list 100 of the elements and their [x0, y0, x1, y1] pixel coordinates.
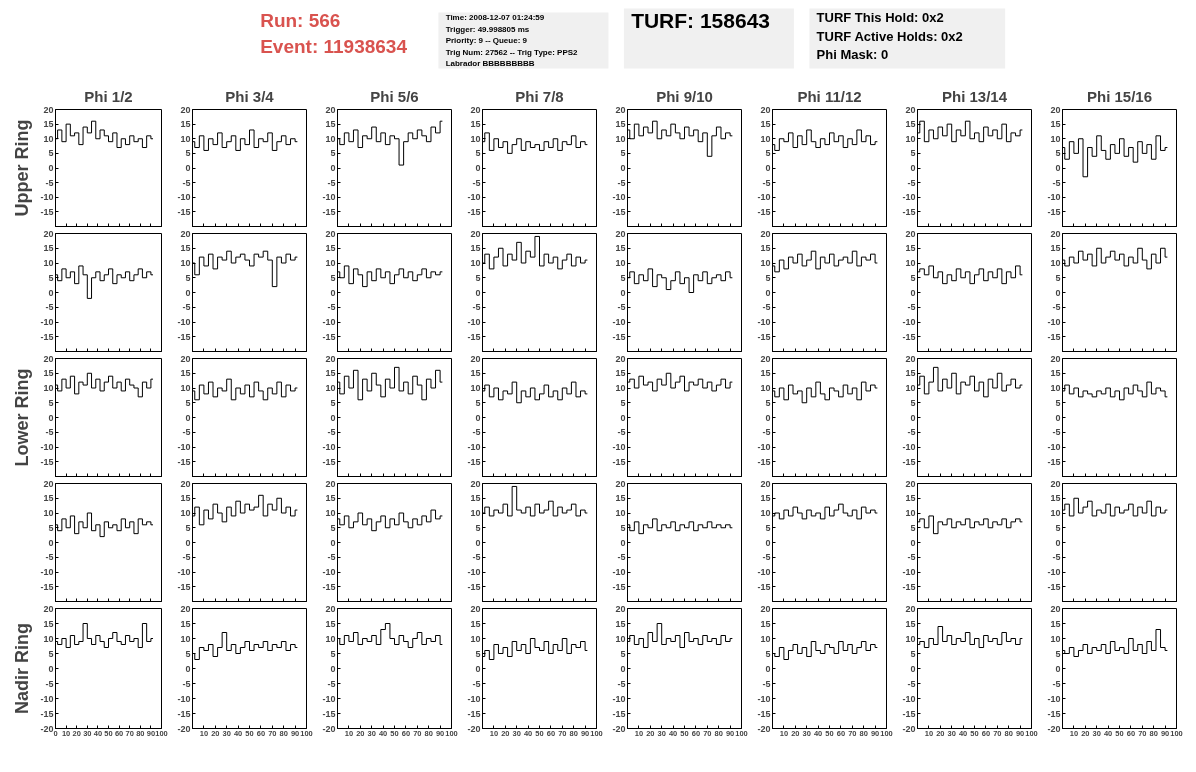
- y-tick-label: 5: [185, 148, 191, 159]
- y-tick-label: 10: [325, 258, 336, 268]
- y-tick-label: 5: [48, 148, 54, 159]
- y-tick-label: 15: [470, 618, 481, 629]
- y-tick-label: -10: [757, 192, 771, 203]
- y-tick-label: 10: [470, 133, 481, 144]
- y-tick-label: 10: [325, 383, 336, 393]
- y-tick-label: -15: [757, 581, 771, 592]
- y-tick-label: -5: [617, 427, 626, 438]
- y-tick-label: 10: [180, 508, 191, 518]
- y-tick-label: 0: [185, 537, 191, 548]
- y-tick-label: -5: [472, 427, 481, 438]
- y-tick-label: 5: [185, 397, 191, 408]
- y-tick-label: 15: [615, 493, 626, 504]
- y-tick-label: -10: [40, 192, 54, 203]
- y-tick-label: 0: [330, 163, 336, 173]
- y-tick-label: -5: [45, 177, 54, 188]
- y-tick-label: -5: [472, 302, 481, 313]
- y-tick-label: 10: [470, 508, 481, 518]
- y-tick-label: 5: [330, 522, 336, 533]
- y-tick-label: 5: [1055, 648, 1061, 659]
- text: Event: 11938634: [260, 36, 408, 57]
- y-tick-label: 10: [470, 258, 481, 268]
- y-tick-label: 15: [760, 493, 771, 504]
- chart-title: Phi 9/10: [656, 87, 713, 105]
- y-tick-label: 15: [760, 368, 771, 379]
- y-tick-label: 15: [470, 119, 481, 130]
- y-tick-label: 10: [760, 508, 771, 518]
- y-tick-label: -15: [322, 581, 336, 592]
- y-tick-label: 5: [48, 522, 54, 533]
- y-tick-label: -15: [40, 581, 54, 592]
- y-tick-label: 20: [615, 104, 626, 115]
- y-tick-label: 5: [330, 272, 336, 283]
- y-tick-label: 10: [43, 258, 54, 268]
- y-tick-label: 15: [905, 618, 916, 629]
- y-tick-label: 20: [43, 603, 54, 614]
- y-tick-label: 10: [1050, 508, 1061, 518]
- y-tick-label: 20: [905, 478, 916, 489]
- y-tick-label: 20: [905, 104, 916, 115]
- text: Time: 2008-12-07 01:24:59: [445, 13, 545, 22]
- y-tick-label: 0: [330, 663, 336, 674]
- y-tick-label: 5: [1055, 148, 1061, 159]
- y-tick-label: 15: [180, 119, 191, 130]
- y-tick-label: -10: [467, 442, 481, 452]
- y-tick-label: 0: [330, 537, 336, 548]
- chart-title: Phi 13/14: [941, 87, 1008, 105]
- y-tick-label: -10: [1047, 567, 1061, 577]
- y-tick-label: 15: [43, 368, 54, 379]
- y-tick-label: 0: [48, 537, 54, 548]
- y-tick-label: -15: [902, 331, 916, 342]
- y-tick-label: -5: [907, 302, 916, 313]
- y-tick-label: -20: [467, 723, 481, 734]
- y-tick-label: 5: [765, 148, 771, 159]
- y-tick-label: -10: [322, 693, 336, 704]
- y-tick-label: -10: [40, 317, 54, 327]
- y-tick-label: 15: [470, 493, 481, 504]
- y-tick-label: -5: [762, 302, 771, 313]
- y-tick-label: 15: [470, 243, 481, 254]
- y-tick-label: -20: [40, 723, 54, 734]
- y-tick-label: 10: [905, 133, 916, 144]
- chart-title: Phi 3/4: [225, 87, 275, 105]
- y-tick-label: 0: [330, 287, 336, 298]
- y-tick-label: 5: [48, 648, 54, 659]
- y-tick-label: 5: [910, 397, 916, 408]
- y-tick-label: 0: [185, 412, 191, 423]
- y-tick-label: -5: [907, 177, 916, 188]
- y-tick-label: -10: [177, 693, 191, 704]
- y-tick-label: -5: [182, 302, 191, 313]
- y-tick-label: -10: [40, 442, 54, 452]
- chart-title: Phi 11/12: [797, 87, 862, 105]
- y-tick-label: -10: [177, 192, 191, 203]
- y-tick-label: -15: [1047, 456, 1061, 467]
- y-tick-label: 5: [910, 522, 916, 533]
- y-tick-label: -5: [762, 177, 771, 188]
- y-tick-label: 15: [180, 243, 191, 254]
- y-tick-label: 10: [905, 258, 916, 268]
- text: Trigger: 49.998805 ms: [445, 24, 530, 34]
- y-tick-label: 0: [765, 412, 771, 423]
- y-tick-label: 0: [1055, 287, 1061, 298]
- y-axis-title: Lower Ring: [12, 368, 33, 467]
- y-tick-label: 15: [615, 119, 626, 130]
- y-tick-label: -15: [177, 456, 191, 467]
- y-tick-label: -5: [45, 302, 54, 313]
- chart-title: Phi 15/16: [1086, 87, 1153, 105]
- y-tick-label: 10: [905, 383, 916, 393]
- text: Phi Mask: 0: [816, 47, 889, 62]
- y-tick-label: 15: [1050, 618, 1061, 629]
- y-tick-label: 15: [905, 243, 916, 254]
- y-tick-label: 20: [615, 353, 626, 364]
- y-tick-label: 5: [910, 148, 916, 159]
- y-tick-label: 15: [1050, 368, 1061, 379]
- y-tick-label: 0: [330, 412, 336, 423]
- y-tick-label: -15: [467, 331, 481, 342]
- y-tick-label: -5: [1052, 302, 1061, 313]
- y-tick-label: 0: [185, 163, 191, 173]
- y-tick-label: 15: [760, 119, 771, 130]
- y-tick-label: 15: [180, 368, 191, 379]
- y-tick-label: 20: [325, 228, 336, 239]
- y-tick-label: 15: [905, 493, 916, 504]
- y-tick-label: 5: [48, 272, 54, 283]
